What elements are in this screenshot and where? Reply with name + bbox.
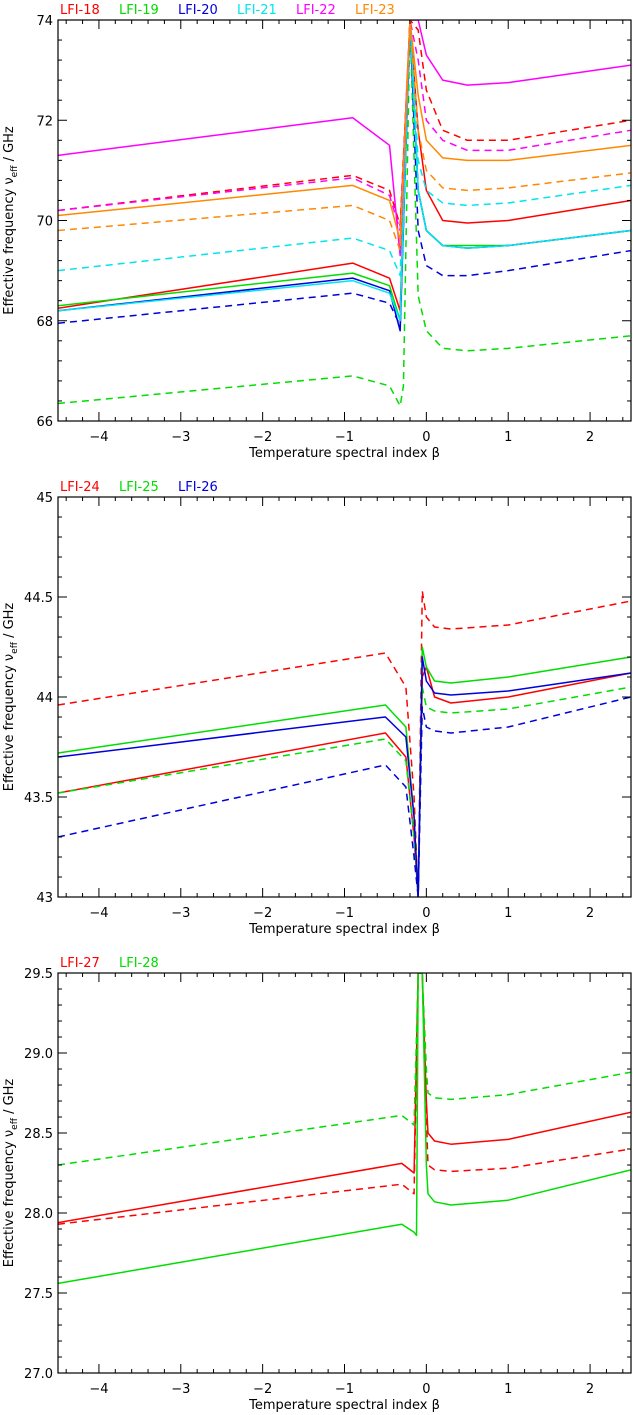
legend-entry-lfi-20: LFI-20 (178, 3, 218, 18)
legend-entry-lfi-28: LFI-28 (119, 956, 159, 971)
series-line-lfi-22-solid (58, 20, 631, 257)
series-line-lfi-24-solid (58, 666, 631, 897)
x-tick-label: 1 (504, 430, 512, 445)
series-line-lfi-27-solid (58, 973, 631, 1224)
series-line-lfi-19-dashed (58, 20, 631, 407)
y-tick-label: 29.0 (24, 1047, 53, 1062)
x-tick-label: 0 (422, 1382, 430, 1397)
chart-panel-2: −4 −3 −2 −1 0 1 2 43 43.5 44 44.5 45 Temperature spe… (2, 480, 632, 937)
series-line-lfi-24-dashed (58, 590, 631, 897)
legend-entry-lfi-24: LFI-24 (60, 480, 100, 495)
plot-lines (58, 973, 631, 1285)
plot-frame (57, 19, 632, 422)
x-tick-label: −3 (171, 906, 190, 921)
series-line-lfi-26-dashed (58, 696, 631, 897)
x-tick-label: −2 (253, 430, 272, 445)
series-line-lfi-18-dashed (58, 20, 631, 227)
series-line-lfi-28-dashed (58, 973, 631, 1166)
series-line-lfi-23-dashed (58, 20, 631, 252)
series-line-lfi-22-dashed (58, 20, 631, 232)
legend-entry-lfi-19: LFI-19 (119, 3, 159, 18)
x-tick-label: −1 (335, 906, 354, 921)
series-line-lfi-26-solid (58, 656, 631, 897)
x-tick-label: 2 (586, 1382, 594, 1397)
series-line-lfi-21-dashed (58, 20, 631, 277)
x-tick-label: 2 (586, 430, 594, 445)
x-tick-label: −3 (171, 1382, 190, 1397)
legend-entry-lfi-18: LFI-18 (60, 3, 100, 18)
x-axis-label: Temperature spectral index β (248, 446, 440, 461)
y-axis-label: Effective frequency νeff / GHz (2, 603, 20, 792)
legend-entry-lfi-21: LFI-21 (237, 3, 277, 18)
x-tick-label: −3 (171, 430, 190, 445)
y-axis-label: Effective frequency νeff / GHz (2, 126, 20, 315)
x-tick-label: 0 (422, 430, 430, 445)
series-line-lfi-27-dashed (58, 973, 631, 1225)
series-line-lfi-20-solid (58, 20, 631, 332)
y-tick-label: 28.0 (24, 1207, 53, 1222)
y-tick-label: 44.5 (24, 591, 53, 606)
x-tick-label: 1 (504, 1382, 512, 1397)
x-tick-label: −4 (89, 430, 108, 445)
x-tick-label: 2 (586, 906, 594, 921)
y-axis-label: Effective frequency νeff / GHz (2, 1079, 20, 1268)
y-tick-label: 43.5 (24, 791, 53, 806)
x-tick-label: −1 (335, 1382, 354, 1397)
plot-lines (58, 20, 631, 407)
x-axis-label: Temperature spectral index β (248, 1398, 440, 1413)
y-tick-label: 27.0 (24, 1367, 53, 1382)
chart-panel-3: −4 −3 −2 −1 0 1 2 27.0 27.5 28.0 28.5 29.0 29.5 Tempe… (2, 956, 632, 1413)
legend-entry-lfi-22: LFI-22 (296, 3, 336, 18)
y-tick-label: 28.5 (24, 1127, 53, 1142)
x-tick-label: −2 (253, 906, 272, 921)
chart-panel-1: −4 −3 −2 −1 0 1 2 66 68 70 72 74 Temperature spectra… (2, 3, 632, 461)
y-tick-label: 44 (36, 691, 53, 706)
x-tick-label: −2 (253, 1382, 272, 1397)
y-tick-label: 68 (36, 315, 53, 330)
x-axis-label: Temperature spectral index β (248, 922, 440, 937)
series-line-lfi-23-solid (58, 20, 631, 242)
x-tick-label: −4 (89, 1382, 108, 1397)
series-line-lfi-28-solid (58, 973, 631, 1285)
legend-entry-lfi-26: LFI-26 (178, 480, 218, 495)
legend-entry-lfi-23: LFI-23 (355, 3, 395, 18)
series-line-lfi-19-solid (58, 20, 631, 322)
series-line-lfi-25-solid (58, 646, 631, 897)
y-tick-label: 27.5 (24, 1287, 53, 1302)
plot-frame (57, 496, 632, 898)
x-tick-label: −1 (335, 430, 354, 445)
series-line-lfi-21-solid (58, 20, 631, 322)
legend-entry-lfi-27: LFI-27 (60, 956, 100, 971)
x-tick-label: 0 (422, 906, 430, 921)
y-tick-label: 72 (36, 114, 53, 129)
y-tick-label: 45 (36, 491, 53, 506)
x-tick-label: 1 (504, 906, 512, 921)
series-line-lfi-18-solid (58, 20, 631, 312)
plot-lines (58, 590, 631, 897)
y-tick-label: 70 (36, 215, 53, 230)
y-tick-label: 43 (36, 891, 53, 906)
y-tick-label: 66 (36, 415, 53, 430)
x-tick-label: −4 (89, 906, 108, 921)
legend-entry-lfi-25: LFI-25 (119, 480, 159, 495)
y-tick-label: 74 (36, 14, 53, 29)
y-tick-label: 29.5 (24, 967, 53, 982)
series-line-lfi-20-dashed (58, 20, 631, 327)
